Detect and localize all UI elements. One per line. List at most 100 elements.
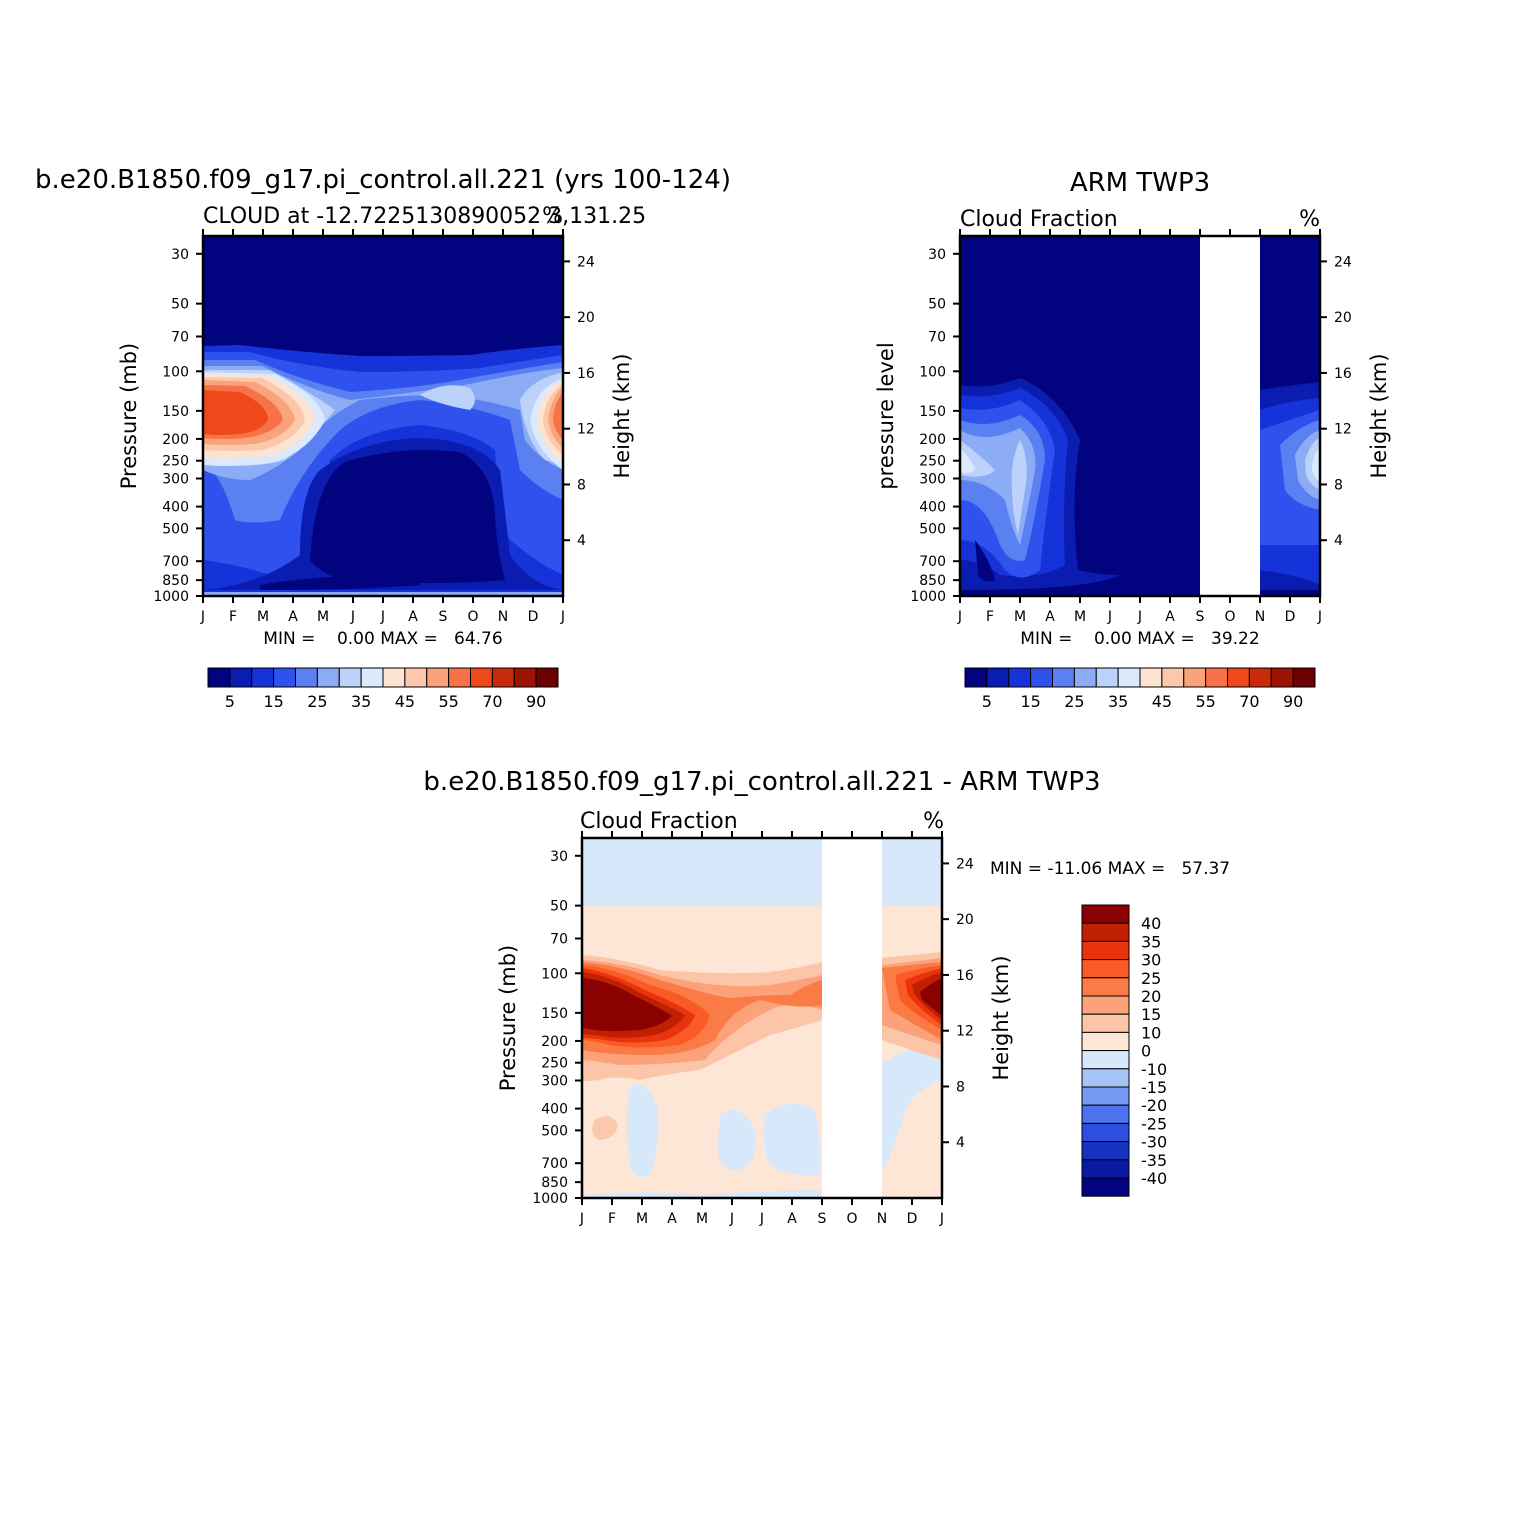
colorbar-label: -40 <box>1141 1169 1167 1188</box>
pressure-tick-label: 700 <box>162 554 189 570</box>
colorbar-swatch <box>1081 1159 1130 1179</box>
pressure-tick-label: 30 <box>928 247 946 263</box>
colorbar-swatch <box>229 667 253 688</box>
colorbar-label: 5 <box>982 692 992 711</box>
colorbar-swatch <box>1081 1104 1130 1124</box>
pressure-tick-label: 70 <box>171 329 189 345</box>
panel-obs-subtitle: Cloud Fraction <box>960 207 1118 232</box>
pressure-tick-label: 500 <box>919 521 946 537</box>
month-tick-label: O <box>467 609 478 625</box>
colorbar-swatch <box>1081 1031 1130 1052</box>
colorbar-swatch <box>1081 1122 1130 1143</box>
pressure-tick-label: 300 <box>541 1074 568 1090</box>
height-tick-label: 16 <box>577 366 595 382</box>
panel-diff-units: % <box>923 809 944 834</box>
colorbar-swatch <box>295 667 318 688</box>
month-tick-label: A <box>1045 609 1055 625</box>
pressure-tick-label: 1000 <box>532 1191 568 1207</box>
colorbar-label: -35 <box>1141 1151 1167 1170</box>
colorbar-label: 40 <box>1141 914 1161 933</box>
colorbar-swatch <box>513 667 537 688</box>
colorbar-swatch <box>382 667 406 688</box>
panel-diff-minmax: MIN = -11.06 MAX = 57.37 <box>990 859 1230 879</box>
panel-obs: ARM TWP3 Cloud Fraction % J F M A M J J A S O N D J <box>874 168 1391 711</box>
month-tick-label: N <box>498 609 508 625</box>
panel-obs-minmax: MIN = 0.00 MAX = 39.22 <box>1020 629 1259 649</box>
colorbar-label: 35 <box>351 692 371 711</box>
colorbar-label: 35 <box>1141 932 1161 951</box>
colorbar-swatch <box>1081 959 1130 979</box>
month-tick-label: M <box>1014 609 1026 625</box>
pressure-tick-label: 700 <box>541 1156 568 1172</box>
height-tick-label: 16 <box>956 968 974 984</box>
colorbar-label: 70 <box>482 692 502 711</box>
colorbar-label: 20 <box>1141 987 1161 1006</box>
colorbar-label: 55 <box>1195 692 1215 711</box>
height-tick-label: 20 <box>577 310 595 326</box>
panel-diff-contours <box>582 838 942 1198</box>
height-tick-label: 8 <box>1334 477 1343 493</box>
colorbar-swatch <box>964 667 988 688</box>
height-tick-label: 12 <box>1334 422 1352 438</box>
panel-model-units: % <box>542 204 563 229</box>
colorbar-label: -25 <box>1141 1114 1167 1133</box>
month-tick-label: A <box>667 1211 677 1227</box>
month-tick-label: J <box>1137 609 1142 625</box>
month-tick-label: F <box>229 609 237 625</box>
colorbar-label: 15 <box>263 692 283 711</box>
month-tick-label: J <box>350 609 355 625</box>
colorbar-swatch <box>360 667 384 688</box>
pressure-tick-label: 500 <box>541 1123 568 1139</box>
month-tick-label: J <box>759 1211 764 1227</box>
month-tick-label: D <box>528 609 539 625</box>
month-tick-label: J <box>729 1211 734 1227</box>
panel-model-minmax: MIN = 0.00 MAX = 64.76 <box>263 629 502 649</box>
month-tick-label: J <box>579 1211 584 1227</box>
pressure-tick-label: 850 <box>541 1175 568 1191</box>
panel-model-title: b.e20.B1850.f09_g17.pi_control.all.221 (… <box>35 165 731 195</box>
height-tick-label: 12 <box>577 422 595 438</box>
colorbar-swatch <box>1227 667 1250 688</box>
height-tick-label: 8 <box>577 477 586 493</box>
month-tick-label: N <box>877 1211 887 1227</box>
month-tick-label: O <box>846 1211 857 1227</box>
colorbar-swatch <box>1008 667 1032 688</box>
panel-diff-left-label: Pressure (mb) <box>496 945 520 1092</box>
panel-model-contours <box>203 236 563 596</box>
month-tick-label: A <box>787 1211 797 1227</box>
colorbar-swatch <box>448 667 471 688</box>
colorbar-label: 45 <box>395 692 415 711</box>
pressure-tick-label: 500 <box>162 521 189 537</box>
height-tick-label: 24 <box>577 254 595 270</box>
colorbar-swatch <box>1081 1050 1130 1070</box>
pressure-tick-label: 250 <box>919 454 946 470</box>
colorbar-swatch <box>470 667 493 688</box>
pressure-tick-label: 100 <box>919 364 946 380</box>
colorbar-swatch <box>1081 1086 1130 1106</box>
pressure-tick-label: 150 <box>919 404 946 420</box>
colorbar-swatch <box>1081 904 1130 924</box>
panel-diff: b.e20.B1850.f09_g17.pi_control.all.221 -… <box>423 767 1230 1227</box>
month-tick-label: S <box>439 609 448 625</box>
height-tick-label: 8 <box>956 1079 965 1095</box>
height-tick-label: 4 <box>1334 533 1343 549</box>
month-tick-label: N <box>1255 609 1265 625</box>
colorbar-swatch <box>1270 667 1294 688</box>
panel-model: b.e20.B1850.f09_g17.pi_control.all.221 (… <box>35 165 731 711</box>
panel-obs-left-label: pressure level <box>874 342 898 489</box>
pressure-tick-label: 50 <box>171 297 189 313</box>
colorbar-label: 25 <box>307 692 327 711</box>
pressure-tick-label: 70 <box>928 329 946 345</box>
month-tick-label: S <box>818 1211 827 1227</box>
colorbar-label: -30 <box>1141 1133 1167 1152</box>
colorbar-swatch <box>1081 1013 1130 1033</box>
pressure-tick-label: 300 <box>162 472 189 488</box>
month-tick-label: A <box>1165 609 1175 625</box>
panel-diff-subtitle: Cloud Fraction <box>580 809 738 834</box>
colorbar-label: 15 <box>1020 692 1040 711</box>
colorbar-swatch <box>404 667 428 688</box>
colorbar-swatch <box>338 667 362 688</box>
pressure-tick-label: 400 <box>162 500 189 516</box>
colorbar-label: 70 <box>1239 692 1259 711</box>
